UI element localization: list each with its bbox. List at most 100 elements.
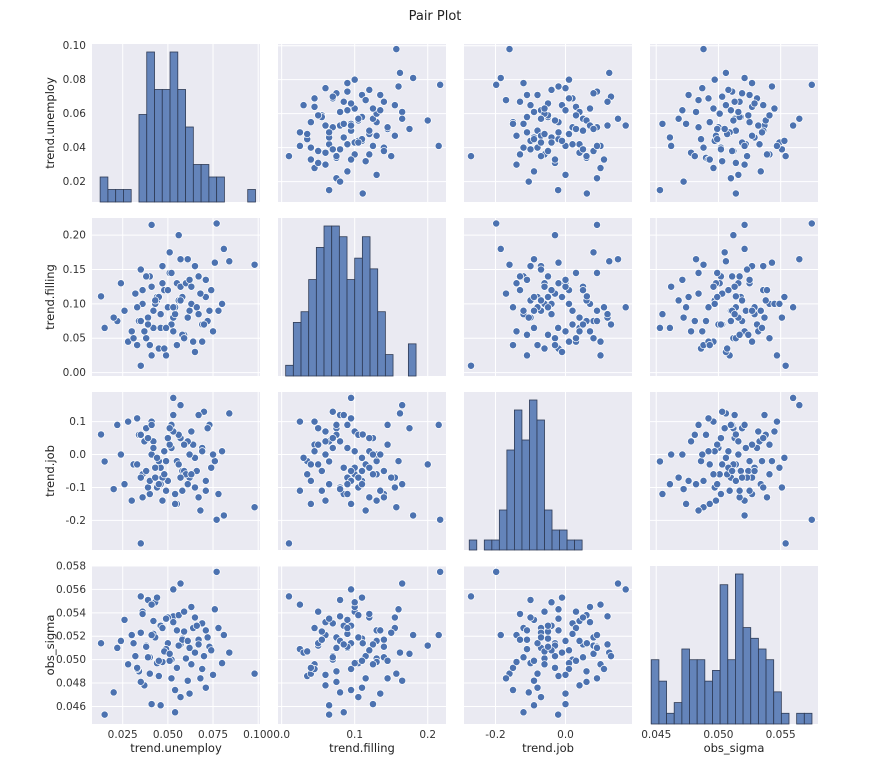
scatter-point — [317, 467, 326, 475]
scatter-point — [502, 289, 510, 298]
scatter-point — [167, 269, 176, 277]
scatter-point — [537, 138, 545, 147]
scatter-point — [674, 114, 683, 123]
scatter-point — [162, 351, 171, 360]
scatter-point — [740, 420, 749, 429]
histogram-bar — [491, 539, 500, 551]
scatter-point — [144, 653, 152, 662]
scatter-point — [147, 631, 156, 640]
scatter-point — [183, 480, 192, 489]
scatter-point — [684, 293, 693, 301]
scatter-point — [171, 499, 180, 508]
histogram-bar — [765, 659, 775, 725]
scatter-point — [176, 296, 185, 305]
scatter-point — [162, 486, 171, 495]
scatter-point — [200, 652, 208, 661]
scatter-point — [303, 130, 312, 138]
scatter-point — [97, 292, 105, 301]
scatter-point — [530, 108, 538, 116]
scatter-point — [354, 114, 363, 123]
scatter-point — [682, 499, 691, 508]
x-tick-label: 0.2 — [419, 729, 436, 741]
scatter-point — [621, 303, 630, 312]
scatter-point — [684, 476, 693, 485]
histogram-bar — [192, 164, 202, 203]
scatter-point — [97, 639, 105, 648]
scatter-point — [674, 296, 683, 305]
scatter-point — [200, 320, 208, 329]
scatter-point — [754, 121, 763, 130]
histogram-bar — [773, 691, 782, 725]
scatter-point — [603, 310, 612, 319]
scatter-point — [398, 480, 407, 489]
scatter-point — [347, 99, 355, 108]
y-tick-label: 0.050 — [56, 654, 86, 666]
scatter-point — [679, 177, 688, 186]
scatter-point — [565, 646, 573, 655]
scatter-point — [596, 351, 605, 360]
histogram-bar — [696, 659, 706, 725]
scatter-point — [343, 87, 352, 96]
scatter-point — [589, 248, 598, 257]
scatter-point — [526, 101, 535, 110]
scatter-point — [396, 68, 404, 77]
panel-obs_sigma-vs-trend.job — [464, 565, 632, 724]
scatter-point — [174, 460, 183, 469]
histogram-bar — [689, 659, 698, 725]
scatter-point — [218, 447, 227, 456]
scatter-point — [572, 269, 580, 277]
scatter-point — [754, 427, 763, 436]
scatter-point — [183, 255, 192, 264]
histogram-bar — [146, 51, 155, 203]
scatter-point — [383, 420, 392, 429]
scatter-point — [369, 660, 377, 669]
scatter-point — [731, 476, 740, 485]
scatter-point — [674, 473, 683, 482]
scatter-point — [523, 113, 531, 122]
scatter-point — [332, 420, 341, 429]
scatter-point — [129, 334, 138, 343]
scatter-point — [191, 262, 199, 271]
scatter-point — [726, 174, 735, 183]
scatter-point — [665, 133, 674, 142]
histogram-bar — [285, 364, 294, 377]
scatter-point — [306, 499, 315, 508]
scatter-point — [109, 485, 118, 494]
scatter-point — [658, 310, 667, 319]
scatter-point — [325, 457, 334, 466]
y-tick-label: 0.046 — [56, 701, 86, 713]
scatter-point — [336, 145, 345, 154]
y-tick-label: 0.052 — [56, 631, 86, 643]
scatter-point — [127, 327, 136, 336]
scatter-point — [394, 82, 403, 91]
scatter-point — [758, 128, 766, 137]
scatter-point — [780, 293, 789, 301]
scatter-point — [171, 310, 180, 319]
scatter-point — [138, 610, 147, 618]
histogram-bar — [468, 539, 478, 551]
scatter-point — [127, 631, 136, 640]
scatter-point — [684, 91, 693, 99]
scatter-point — [758, 457, 766, 466]
scatter-point — [614, 255, 622, 264]
scatter-point — [716, 145, 725, 154]
scatter-point — [605, 68, 614, 77]
scatter-point — [354, 138, 363, 147]
y-tick-label: -0.1 — [66, 482, 87, 494]
scatter-point — [350, 447, 359, 456]
scatter-point — [519, 143, 528, 152]
scatter-point — [358, 189, 367, 198]
scatter-point — [697, 135, 705, 144]
y-tick-label: 0.20 — [63, 230, 86, 242]
scatter-point — [303, 470, 312, 479]
scatter-point — [163, 434, 172, 443]
y-axis-label: trend.unemploy — [43, 77, 57, 169]
scatter-point — [770, 427, 779, 436]
scatter-point — [533, 341, 542, 350]
scatter-point — [718, 92, 727, 101]
scatter-point — [579, 145, 587, 154]
scatter-point — [201, 683, 210, 692]
scatter-point — [158, 496, 167, 505]
scatter-point — [358, 467, 366, 475]
scatter-point — [721, 68, 730, 77]
